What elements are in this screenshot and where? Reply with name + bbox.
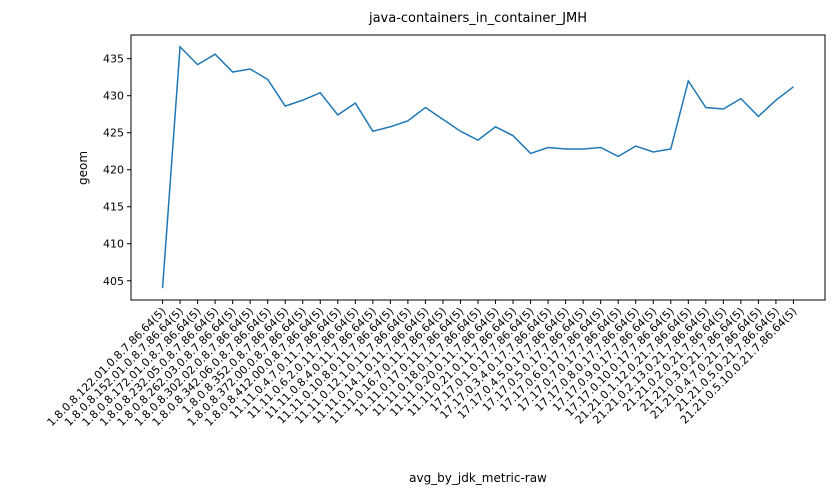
y-tick-label: 420	[103, 164, 124, 177]
y-axis-label: geom	[76, 151, 90, 185]
y-tick-label: 415	[103, 201, 124, 214]
y-tick-label: 430	[103, 90, 124, 103]
y-tick-label: 425	[103, 127, 124, 140]
y-tick-label: 405	[103, 275, 124, 288]
line	[161, 45, 794, 289]
chart-title: java-containers_in_container_JMH	[368, 11, 587, 26]
plot-frame	[130, 34, 826, 301]
y-tick-label: 435	[103, 53, 124, 66]
y-tick-label: 410	[103, 238, 124, 251]
x-axis-label: avg_by_jdk_metric-raw	[409, 471, 547, 485]
